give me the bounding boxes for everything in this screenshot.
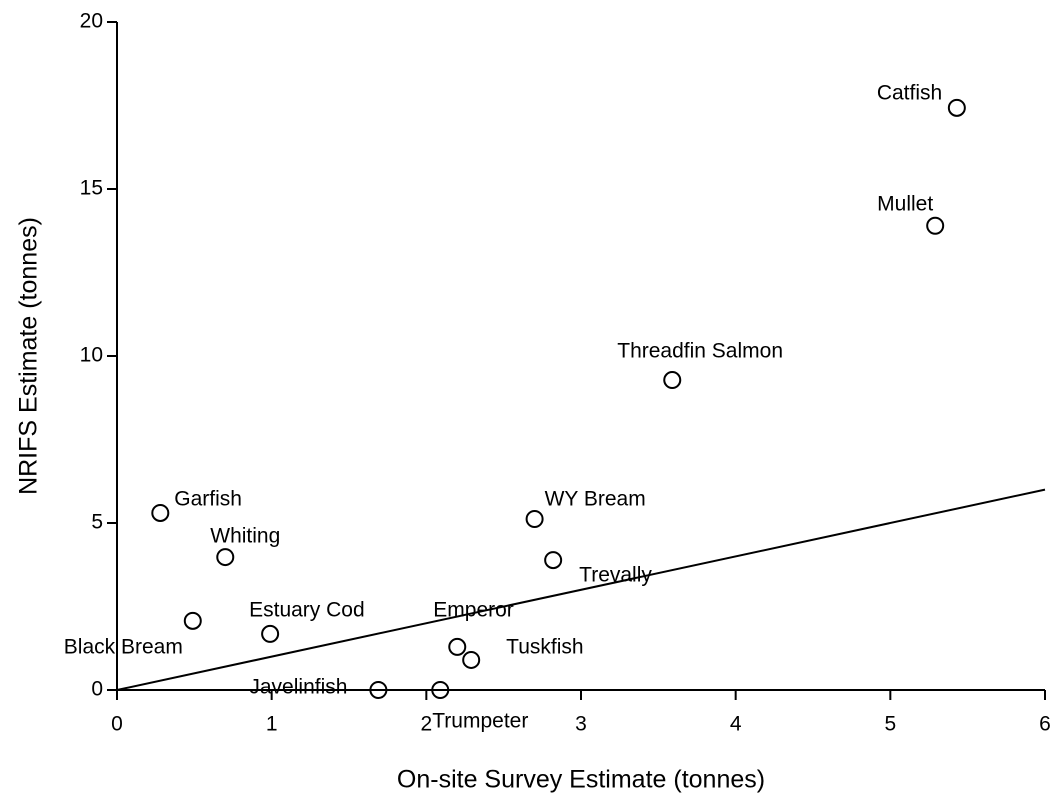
point xyxy=(544,551,563,570)
x-tick-label: 6 xyxy=(1039,713,1051,736)
y-tick-label: 0 xyxy=(91,678,103,701)
point-label: Garfish xyxy=(174,488,242,511)
y-axis-title: NRIFS Estimate (tonnes) xyxy=(15,217,43,495)
y-tick-label: 20 xyxy=(80,10,103,33)
point xyxy=(431,681,450,699)
y-tick-label: 10 xyxy=(80,344,103,367)
point xyxy=(462,650,481,669)
x-tick-label: 0 xyxy=(111,713,123,736)
point-label: Tuskfish xyxy=(506,635,583,658)
point-label: Threadfin Salmon xyxy=(617,340,783,363)
y-tick-label: 15 xyxy=(80,177,103,200)
point xyxy=(151,503,170,522)
point xyxy=(369,681,388,699)
x-tick-label: 3 xyxy=(575,713,587,736)
x-axis-title: On-site Survey Estimate (tonnes) xyxy=(397,766,765,794)
point-label: Trevally xyxy=(579,564,652,587)
point-label: Whiting xyxy=(210,525,280,548)
point xyxy=(525,509,544,528)
x-tick-label: 1 xyxy=(266,713,278,736)
point xyxy=(947,98,966,117)
y-tick-label: 5 xyxy=(91,511,103,534)
point xyxy=(216,548,235,567)
point-label: Emperor xyxy=(433,598,514,621)
point-label: Black Bream xyxy=(64,635,183,658)
x-tick-label: 5 xyxy=(884,713,896,736)
reference-line xyxy=(116,488,1046,691)
point-label: Trumpeter xyxy=(432,710,528,733)
x-tick-label: 2 xyxy=(420,713,432,736)
point-label: Catfish xyxy=(877,81,942,104)
point-label: WY Bream xyxy=(545,488,646,511)
point-label: Mullet xyxy=(877,192,933,215)
point xyxy=(926,216,945,235)
point-label: Javelinfish xyxy=(249,676,347,699)
point xyxy=(261,624,280,643)
point xyxy=(663,371,682,390)
x-tick-label: 4 xyxy=(730,713,742,736)
point-label: Estuary Cod xyxy=(249,598,365,621)
point xyxy=(448,637,467,656)
point xyxy=(183,611,202,630)
